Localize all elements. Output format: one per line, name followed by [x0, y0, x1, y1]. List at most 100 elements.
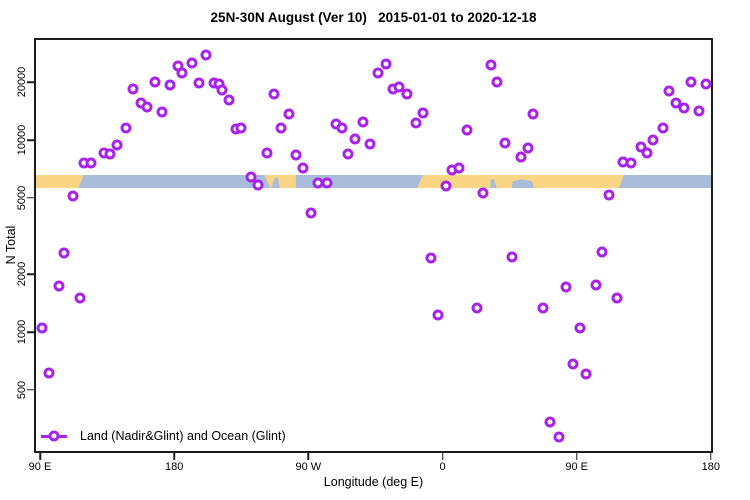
y-tick — [27, 197, 36, 199]
legend-marker-circle — [48, 430, 60, 442]
data-point — [596, 246, 608, 258]
data-point — [74, 292, 86, 304]
data-point — [176, 67, 188, 79]
ocean-notch — [511, 179, 535, 188]
plot-area: Land (Nadir&Glint) and Ocean (Glint) 90 … — [16, 38, 720, 473]
x-tick — [307, 451, 310, 460]
data-point — [603, 189, 615, 201]
data-point — [164, 79, 176, 91]
x-tick — [710, 451, 712, 460]
data-point — [471, 302, 483, 314]
data-point — [321, 177, 333, 189]
data-point — [104, 148, 116, 160]
y-tick — [27, 139, 36, 141]
data-point — [590, 279, 602, 291]
data-point — [193, 77, 205, 89]
data-point — [499, 137, 511, 149]
ocean-notch — [271, 177, 280, 188]
data-point — [342, 148, 354, 160]
land-segment — [36, 174, 84, 188]
data-point — [216, 84, 228, 96]
data-point — [156, 106, 168, 118]
data-point — [380, 58, 392, 70]
data-point — [275, 122, 287, 134]
data-point — [635, 141, 647, 153]
chart-title: 25N-30N August (Ver 10) 2015-01-01 to 20… — [210, 10, 537, 25]
data-point — [522, 142, 534, 154]
data-point — [67, 190, 79, 202]
data-point — [268, 88, 280, 100]
data-point — [141, 101, 153, 113]
x-tick-label: 90 E — [28, 461, 52, 473]
ocean-notch — [490, 179, 497, 188]
data-point — [567, 358, 579, 370]
data-point — [417, 107, 429, 118]
y-axis-title: N Total — [4, 225, 18, 265]
data-point — [453, 162, 465, 174]
data-point — [393, 81, 405, 93]
data-point — [553, 431, 565, 443]
x-tick-label: 180 — [165, 461, 184, 473]
land-segment — [264, 174, 296, 188]
data-point — [36, 322, 48, 334]
data-point — [693, 105, 705, 117]
data-point — [357, 116, 369, 128]
y-tick-label: 5000 — [16, 185, 28, 211]
data-point — [685, 76, 697, 88]
y-tick-label: 10000 — [16, 124, 28, 156]
data-point — [461, 124, 473, 136]
data-point — [305, 207, 317, 219]
data-point — [625, 157, 637, 169]
land-ocean-band — [36, 174, 711, 188]
x-axis-title: Longitude (deg E) — [323, 475, 424, 489]
data-point — [401, 88, 413, 100]
data-point — [410, 117, 422, 129]
data-point — [336, 122, 348, 134]
y-tick — [27, 389, 36, 391]
data-point — [425, 252, 437, 264]
data-point — [663, 85, 675, 97]
data-point — [432, 309, 444, 321]
data-point — [111, 139, 123, 151]
data-point — [506, 251, 518, 263]
data-point — [527, 108, 539, 120]
data-point — [252, 179, 264, 191]
y-tick — [27, 81, 36, 83]
legend-label: Land (Nadir&Glint) and Ocean (Glint) — [80, 429, 286, 443]
data-point — [364, 138, 376, 150]
data-point — [120, 122, 132, 134]
data-point — [297, 162, 309, 174]
data-point — [283, 108, 295, 120]
data-point — [372, 67, 384, 79]
data-point — [223, 94, 235, 106]
data-point — [580, 368, 592, 380]
data-point — [477, 187, 489, 199]
data-point — [641, 147, 653, 159]
x-tick — [39, 451, 41, 460]
data-point — [440, 180, 452, 192]
data-point — [200, 49, 212, 61]
y-tick — [27, 273, 36, 275]
data-point — [574, 322, 586, 334]
data-point — [485, 59, 497, 71]
data-point — [544, 416, 556, 428]
data-point — [85, 157, 97, 169]
x-tick — [173, 451, 175, 460]
data-point — [186, 57, 198, 69]
data-point — [58, 247, 70, 259]
data-point — [537, 302, 549, 314]
y-tick-label: 2000 — [16, 261, 28, 287]
y-tick-label: 20000 — [16, 66, 28, 98]
x-tick — [441, 451, 444, 460]
data-point — [560, 281, 572, 293]
x-tick-label: 90 E — [565, 461, 589, 473]
data-point — [290, 149, 302, 161]
data-point — [235, 122, 247, 134]
data-point — [43, 367, 55, 379]
y-tick-label: 500 — [16, 380, 28, 399]
data-point — [261, 147, 273, 159]
data-point — [657, 122, 669, 134]
y-tick — [27, 331, 36, 333]
data-point — [700, 78, 712, 90]
